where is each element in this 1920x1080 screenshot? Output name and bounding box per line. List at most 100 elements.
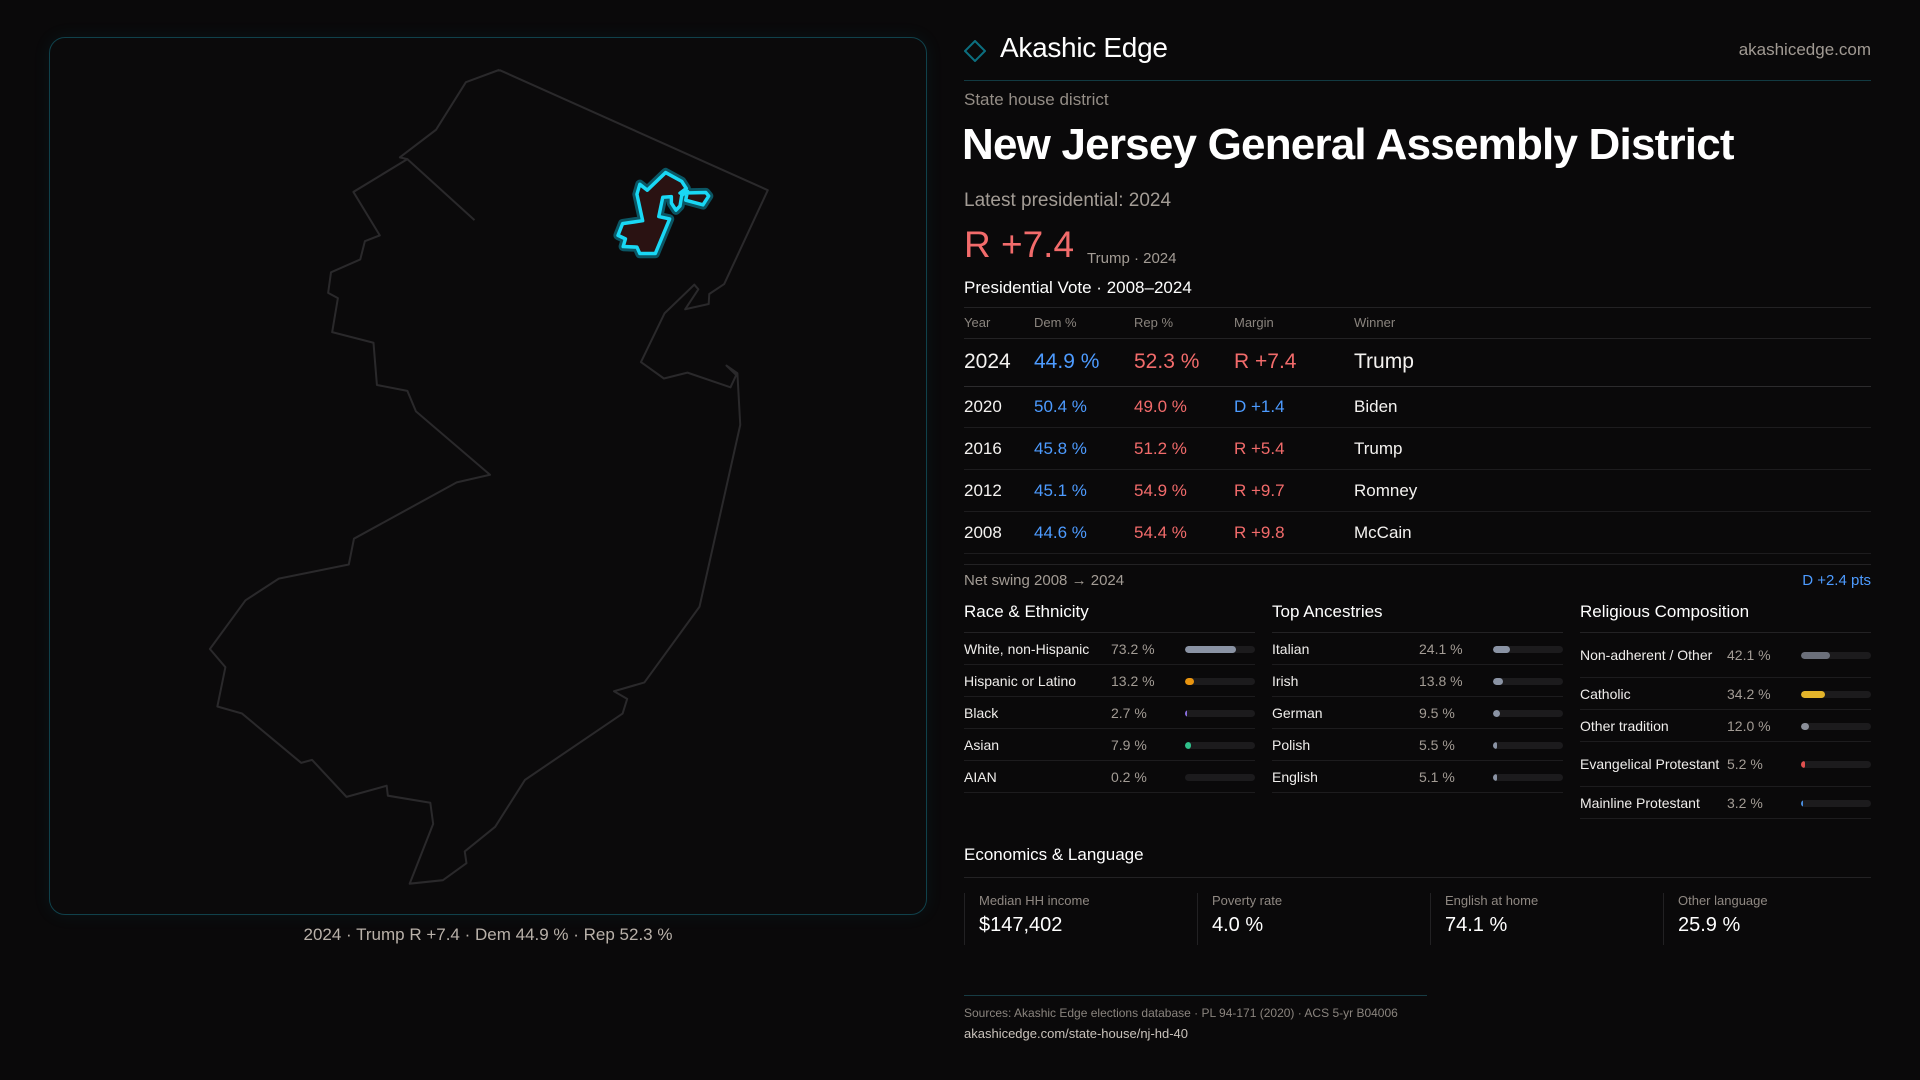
latest-winner: Trump · 2024 <box>1087 250 1177 267</box>
demographic-row: Catholic 34.2 % <box>1580 678 1871 710</box>
demographic-bar <box>1801 799 1871 807</box>
demographic-row: Italian 24.1 % <box>1272 633 1563 665</box>
demographic-bar-fill <box>1801 652 1831 659</box>
demographic-label: Mainline Protestant <box>1580 794 1700 811</box>
column-header: Rep % <box>1134 315 1174 330</box>
stat-label: Median HH income <box>979 893 1090 908</box>
demographic-row: Evangelical Protestant 5.2 % <box>1580 742 1871 787</box>
cell-winner: Trump <box>1354 438 1403 458</box>
demographic-bar <box>1185 677 1255 685</box>
demographic-section-title: Religious Composition <box>1580 602 1750 621</box>
presidential-vote-table: Year Dem % Rep % Margin Winner 2024 44.9 % 52.3… <box>964 307 1871 567</box>
demographic-value: 73.2 % <box>1111 640 1155 657</box>
demographic-row: Polish 5.5 % <box>1272 729 1563 761</box>
demographic-label: Non-adherent / Other <box>1580 647 1713 663</box>
stat-card: English at home 74.1 % <box>1430 893 1656 945</box>
cell-winner: Biden <box>1354 397 1398 416</box>
demographic-value: 24.1 % <box>1419 640 1463 657</box>
demographic-bar <box>1185 773 1255 781</box>
demographic-bar <box>1185 709 1255 717</box>
cell-dem: 45.1 % <box>1034 480 1087 500</box>
demographic-bar-fill <box>1493 677 1503 685</box>
cell-margin: R +9.8 <box>1234 522 1285 542</box>
demographic-row: Asian 7.9 % <box>964 729 1255 761</box>
cell-margin: D +1.4 <box>1234 397 1285 416</box>
brand-name: Akashic Edge <box>1000 32 1168 63</box>
cell-dem: 44.9 % <box>1034 350 1100 373</box>
demographic-value: 5.5 % <box>1419 736 1455 753</box>
demographic-section-title: Race & Ethnicity <box>964 602 1089 621</box>
diamond-outline-icon <box>964 40 986 62</box>
demographic-bar <box>1185 741 1255 749</box>
table-row: 2012 45.1 % 54.9 % R +9.7 Romney <box>964 470 1871 512</box>
cell-rep: 49.0 % <box>1134 397 1187 416</box>
net-swing-label: Net swing 2008 → 2024 <box>964 572 1125 589</box>
cell-year: 2024 <box>964 350 1011 373</box>
demographic-row: AIAN 0.2 % <box>964 761 1255 793</box>
demographic-bar <box>1493 677 1563 685</box>
demographic-value: 9.5 % <box>1419 704 1455 721</box>
demographic-label: Hispanic or Latino <box>964 672 1077 689</box>
column-header: Margin <box>1234 315 1274 330</box>
page-url-link[interactable]: akashicedge.com/state-house/nj-hd-40 <box>964 1026 1189 1041</box>
demographic-bar-fill <box>1493 773 1497 781</box>
demographic-row: Black 2.7 % <box>964 697 1255 729</box>
cell-rep: 51.2 % <box>1134 438 1187 458</box>
demographic-bar-fill <box>1493 645 1510 653</box>
cell-winner: McCain <box>1354 522 1412 542</box>
column-header: Year <box>964 315 991 330</box>
demographic-label: German <box>1272 704 1323 721</box>
demographic-value: 42.1 % <box>1727 647 1771 663</box>
header-divider <box>964 80 1871 81</box>
cell-margin: R +5.4 <box>1234 438 1285 458</box>
cell-year: 2008 <box>964 522 1002 542</box>
demographic-label: Polish <box>1272 736 1311 753</box>
table-top-divider <box>964 307 1871 308</box>
page-title: New Jersey General Assembly District <box>962 120 1735 169</box>
table-row: 2016 45.8 % 51.2 % R +5.4 Trump <box>964 428 1871 470</box>
demographic-label: English <box>1272 768 1318 785</box>
site-link[interactable]: akashicedge.com <box>1738 40 1871 59</box>
section-divider <box>1580 632 1871 633</box>
demographic-bar <box>1493 709 1563 717</box>
demographic-bar-fill <box>1801 799 1804 807</box>
table-row: 2020 50.4 % 49.0 % D +1.4 Biden <box>964 387 1871 428</box>
district-map[interactable] <box>40 30 940 950</box>
stat-value: $147,402 <box>979 914 1063 936</box>
cell-year: 2020 <box>964 397 1002 416</box>
demographic-bar <box>1801 690 1871 698</box>
demographic-label: Irish <box>1272 672 1299 689</box>
demographic-value: 12.0 % <box>1727 717 1771 734</box>
net-swing-value: D +2.4 pts <box>1802 572 1871 589</box>
district-highlight[interactable] <box>616 170 711 256</box>
stat-label: Other language <box>1678 893 1768 908</box>
demographic-row: Other tradition 12.0 % <box>1580 710 1871 742</box>
economics-divider <box>964 877 1871 878</box>
stat-value: 4.0 % <box>1212 914 1264 936</box>
column-header: Dem % <box>1034 315 1077 330</box>
stat-label: English at home <box>1445 893 1539 908</box>
demographic-value: 0.2 % <box>1111 768 1147 785</box>
demographic-value: 13.8 % <box>1419 672 1463 689</box>
demographic-bar <box>1493 741 1563 749</box>
section-divider <box>964 632 1255 633</box>
demographic-row: English 5.1 % <box>1272 761 1563 793</box>
header-divider <box>964 338 1871 339</box>
demographic-value: 5.1 % <box>1419 768 1455 785</box>
demographic-bar-fill <box>1493 709 1500 717</box>
cell-rep: 54.4 % <box>1134 522 1187 542</box>
cell-rep: 52.3 % <box>1134 350 1200 373</box>
stat-card: Poverty rate 4.0 % <box>1197 893 1423 945</box>
footer-divider <box>964 995 1427 996</box>
demographic-bar-fill <box>1185 645 1237 653</box>
cell-margin: R +9.7 <box>1234 480 1285 500</box>
demographic-label: Evangelical Protestant <box>1580 756 1720 772</box>
cell-winner: Trump <box>1354 350 1414 373</box>
demographic-label: Asian <box>964 736 1000 753</box>
latest-presidential-label: Latest presidential: 2024 <box>964 190 1172 211</box>
stat-card: Median HH income $147,402 <box>964 893 1190 945</box>
presidential-vote-title: Presidential Vote · 2008–2024 <box>964 278 1192 297</box>
demographic-value: 3.2 % <box>1727 794 1763 811</box>
table-row: 2024 44.9 % 52.3 % R +7.4 Trump <box>964 338 1871 387</box>
cell-margin: R +7.4 <box>1234 350 1297 373</box>
